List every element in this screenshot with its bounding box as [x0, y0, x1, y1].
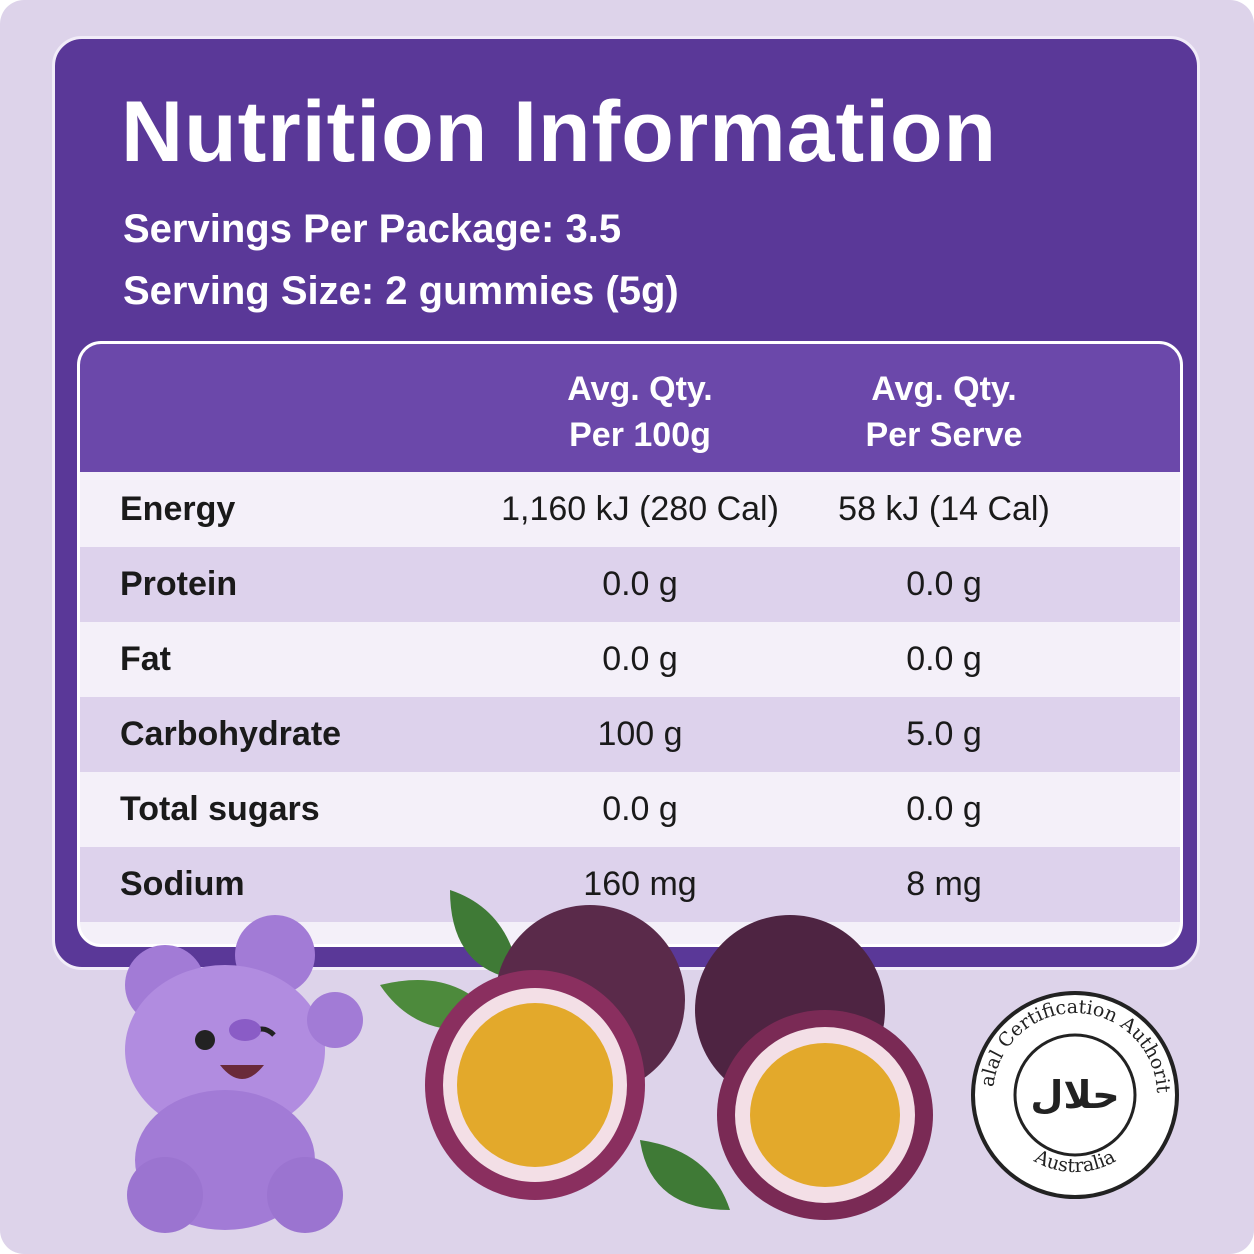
gummy-bear [125, 915, 363, 1233]
passionfruit [380, 890, 933, 1220]
nutrient-name: Energy [120, 490, 236, 528]
nutrient-value: 100 g [597, 715, 683, 753]
column-header-line: Per Serve [865, 416, 1023, 454]
column-header: Avg. Qty. Per Serve [794, 366, 1094, 458]
column-header-line: Per 100g [569, 416, 711, 454]
nutrient-value: 0.0 g [906, 790, 982, 828]
nutrient-name: Protein [120, 565, 238, 603]
table-row: Total sugars 0.0 g 0.0 g [80, 772, 1180, 847]
serving-size: Serving Size: 2 gummies (5g) [123, 269, 679, 313]
nutrient-value: 0.0 g [602, 565, 678, 603]
nutrient-value: 58 kJ (14 Cal) [838, 490, 1050, 528]
nutrient-value: 0.0 g [602, 790, 678, 828]
nutrient-value: 160 mg [583, 865, 697, 903]
panel: Nutrition Information Servings Per Packa… [52, 36, 1200, 970]
servings-per-package: Servings Per Package: 3.5 [123, 207, 622, 251]
nutrient-value: 8 mg [906, 865, 982, 903]
nutrient-value: 1,160 kJ (280 Cal) [501, 490, 779, 528]
table-row: Energy 1,160 kJ (280 Cal) 58 kJ (14 Cal) [80, 472, 1180, 547]
title: Nutrition Information [121, 84, 998, 180]
column-header-line: Avg. Qty. [567, 370, 713, 408]
nutrient-value: 5.0 g [906, 715, 982, 753]
table-row: Sodium 160 mg 8 mg [80, 847, 1180, 922]
nutrition-table: Avg. Qty. Per 100g Avg. Qty. Per Serve Ener… [77, 341, 1183, 947]
nutrient-value: 0.0 g [906, 640, 982, 678]
table-header: Avg. Qty. Per 100g Avg. Qty. Per Serve [80, 344, 1180, 472]
badge-center: حلال [1030, 1073, 1119, 1117]
nutrient-name: Carbohydrate [120, 715, 342, 753]
column-header: Avg. Qty. Per 100g [490, 366, 790, 458]
table-row: Fat 0.0 g 0.0 g [80, 622, 1180, 697]
nutrient-value: 0.0 g [602, 640, 678, 678]
table-row: Protein 0.0 g 0.0 g [80, 547, 1180, 622]
nutrient-value: 0.0 g [906, 565, 982, 603]
nutrient-name: Fat [120, 640, 171, 678]
nutrient-name: Total sugars [120, 790, 320, 828]
nutrient-name: Sodium [120, 865, 245, 903]
table-row: Carbohydrate 100 g 5.0 g [80, 697, 1180, 772]
column-header-line: Avg. Qty. [871, 370, 1017, 408]
